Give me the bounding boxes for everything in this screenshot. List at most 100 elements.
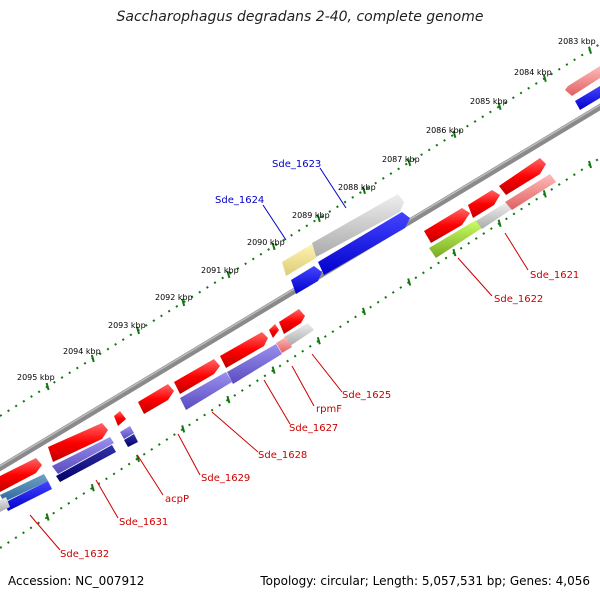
leader-line xyxy=(311,353,343,393)
tick-label: 2092 kbp xyxy=(155,293,193,302)
gene-label[interactable]: Sde_1627 xyxy=(289,423,338,434)
reverse-features xyxy=(0,158,556,512)
leader-line xyxy=(95,479,119,519)
feature-arrow[interactable] xyxy=(138,384,174,414)
leader-line xyxy=(177,433,201,476)
feature-arrow[interactable] xyxy=(291,266,322,294)
feature-arrow[interactable] xyxy=(120,426,134,439)
tick-labels: 2083 kbp 2084 kbp 2085 kbp 2086 kbp 2087… xyxy=(17,37,596,382)
feature-arrow[interactable] xyxy=(505,174,556,210)
major-tick xyxy=(271,242,276,251)
gene-label[interactable]: Sde_1624 xyxy=(215,195,264,206)
major-tick xyxy=(226,395,231,404)
feature-arrow[interactable] xyxy=(476,203,512,229)
tick-label: 2089 kbp xyxy=(292,211,330,220)
major-tick xyxy=(407,278,412,286)
feature-arrow[interactable] xyxy=(56,445,116,482)
genome-summary-text: Topology: circular; Length: 5,057,531 bp… xyxy=(260,574,590,588)
gene-label[interactable]: Sde_1622 xyxy=(494,294,543,305)
leader-line xyxy=(211,411,259,453)
major-tick xyxy=(316,214,321,223)
feature-arrow[interactable] xyxy=(284,323,314,346)
tick-label: 2094 kbp xyxy=(63,347,101,356)
forward-features xyxy=(282,66,600,294)
accession-text: Accession: NC_007912 xyxy=(8,574,145,588)
tick-label: 2090 kbp xyxy=(247,238,285,247)
tick-label: 2091 kbp xyxy=(201,266,239,275)
tick-label: 2085 kbp xyxy=(470,97,508,106)
major-tick xyxy=(181,298,186,307)
leader-line xyxy=(29,514,61,551)
major-tick xyxy=(90,483,95,492)
feature-arrow[interactable] xyxy=(312,194,404,257)
feature-arrow[interactable] xyxy=(499,158,546,195)
gene-labels: Sde_1623 Sde_1624 Sde_1621 Sde_1622 Sde_… xyxy=(60,159,579,560)
feature-arrow[interactable] xyxy=(114,411,126,426)
gene-label[interactable]: Sde_1631 xyxy=(119,517,168,528)
gene-label[interactable]: rpmF xyxy=(316,404,342,415)
major-ticks xyxy=(45,46,592,521)
gene-label[interactable]: Sde_1629 xyxy=(201,473,250,484)
major-tick xyxy=(452,248,457,257)
major-tick xyxy=(271,366,276,374)
feature-arrow[interactable] xyxy=(0,458,42,492)
feature-arrow[interactable] xyxy=(4,481,52,511)
feature-arrow[interactable] xyxy=(0,474,48,502)
gene-label[interactable]: Sde_1632 xyxy=(60,549,109,560)
major-tick xyxy=(452,130,457,139)
major-tick xyxy=(362,186,366,195)
gene-label[interactable]: Sde_1625 xyxy=(342,390,391,401)
gene-label[interactable]: acpP xyxy=(165,494,189,505)
leader-line xyxy=(319,167,347,209)
feature-arrow[interactable] xyxy=(575,86,600,110)
outer-tick-ring xyxy=(0,43,600,417)
tick-label: 2088 kbp xyxy=(338,183,376,192)
tick-label: 2086 kbp xyxy=(426,126,464,135)
feature-arrow[interactable] xyxy=(282,244,316,276)
tick-label: 2087 kbp xyxy=(382,155,420,164)
feature-arrow[interactable] xyxy=(48,423,108,462)
feature-arrow[interactable] xyxy=(276,337,292,353)
map-title: Saccharophagus degradans 2-40, complete … xyxy=(116,9,484,25)
major-tick xyxy=(136,454,140,463)
major-tick xyxy=(542,74,547,82)
leader-line xyxy=(457,257,493,297)
feature-arrow[interactable] xyxy=(0,497,10,512)
leader-lines xyxy=(29,167,529,551)
tick-label: 2093 kbp xyxy=(108,321,146,330)
major-tick xyxy=(45,382,50,391)
major-tick xyxy=(45,513,50,521)
feature-arrow[interactable] xyxy=(269,324,279,338)
gene-label[interactable]: Sde_1623 xyxy=(272,159,321,170)
tick-label: 2083 kbp xyxy=(558,37,596,46)
feature-arrow[interactable] xyxy=(180,372,232,410)
gene-label[interactable]: Sde_1628 xyxy=(258,450,307,461)
major-tick xyxy=(542,190,547,198)
feature-arrow[interactable] xyxy=(227,344,282,384)
major-tick xyxy=(316,337,321,345)
tick-label: 2095 kbp xyxy=(17,373,55,382)
leader-line xyxy=(263,379,291,425)
major-tick xyxy=(588,46,592,54)
major-tick xyxy=(407,158,412,167)
leader-line xyxy=(291,365,315,407)
feature-arrow[interactable] xyxy=(429,220,482,258)
leader-line xyxy=(262,204,287,241)
feature-arrow[interactable] xyxy=(424,208,470,243)
major-tick xyxy=(497,219,502,228)
feature-arrow[interactable] xyxy=(318,212,410,275)
tick-label: 2084 kbp xyxy=(514,68,552,77)
leader-line xyxy=(504,232,529,271)
major-tick xyxy=(226,270,231,279)
feature-arrow[interactable] xyxy=(220,332,268,368)
major-tick xyxy=(136,326,140,335)
feature-arrow[interactable] xyxy=(174,359,220,394)
feature-arrow[interactable] xyxy=(52,437,114,474)
gene-label[interactable]: Sde_1621 xyxy=(530,270,579,281)
major-tick xyxy=(588,160,592,169)
feature-arrow[interactable] xyxy=(468,190,500,218)
feature-arrow[interactable] xyxy=(124,434,138,447)
feature-arrow[interactable] xyxy=(279,309,305,334)
feature-arrow[interactable] xyxy=(565,66,600,96)
